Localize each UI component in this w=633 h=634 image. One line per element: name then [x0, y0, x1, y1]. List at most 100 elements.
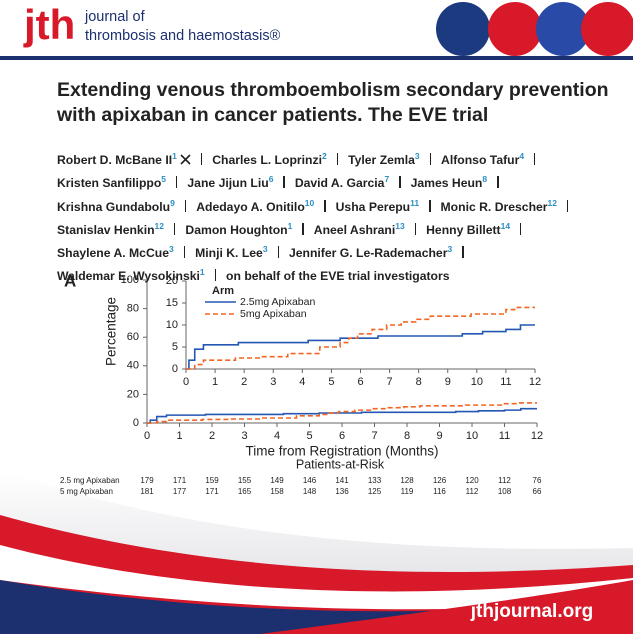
- risk-count: 171: [173, 476, 187, 485]
- x-tick-label: 5: [328, 376, 334, 388]
- author-name: Aneel Ashrani: [313, 222, 396, 237]
- risk-title: Patients-at-Risk: [296, 457, 385, 471]
- journal-name: thrombosis and haemostasis®: [85, 28, 281, 44]
- x-tick-label: 12: [529, 376, 541, 388]
- separator: [174, 222, 176, 235]
- author: Monic R. Drescher12: [441, 198, 557, 214]
- affiliation: 8: [482, 174, 488, 185]
- author: Alfonso Tafur4: [441, 151, 525, 168]
- separator: [429, 199, 431, 212]
- km-line: [186, 324, 535, 370]
- author: Minji K. Lee3: [195, 244, 268, 261]
- author-name: Adedayo A. Onitilo: [196, 199, 305, 214]
- author-name: Shaylene A. McCue: [57, 246, 169, 261]
- author: Adedayo A. Onitilo10: [196, 197, 315, 214]
- separator: [414, 222, 417, 235]
- x-icon: [180, 154, 191, 165]
- affiliation: 3: [447, 244, 453, 255]
- y-tick-label: 20: [166, 275, 178, 287]
- author-line: Stanislav Henkin12 Damon Houghton1 Aneel A…: [57, 217, 578, 240]
- author: Charles L. Loprinzi2: [212, 151, 326, 168]
- x-tick-label: 9: [436, 430, 442, 442]
- author-name: Charles L. Loprinzi: [212, 153, 322, 168]
- x-tick-label: 3: [241, 430, 247, 442]
- circle: [581, 2, 633, 56]
- circle: [488, 2, 542, 56]
- circle: [536, 2, 590, 56]
- author: James Heun8: [410, 174, 488, 191]
- author-line: Waldemar E. Wysokinski1 on behalf of the …: [57, 263, 578, 286]
- author: Jennifer G. Le-Rademacher3: [288, 244, 453, 261]
- separator: [567, 199, 569, 212]
- affiliation: 13: [395, 220, 405, 231]
- author-name: Minji K. Lee: [195, 246, 263, 261]
- risk-count: 148: [303, 487, 317, 496]
- x-tick-label: 11: [499, 430, 510, 442]
- title: Extending venous thromboembolism seconda…: [57, 78, 609, 128]
- risk-count: 76: [533, 476, 542, 485]
- x-tick-label: 0: [183, 376, 189, 388]
- risk-count: 149: [270, 476, 284, 485]
- x-tick-label: 10: [466, 430, 478, 442]
- author-name: Alfonso Tafur: [441, 153, 520, 168]
- risk-count: 136: [335, 487, 349, 496]
- author-name: Henny Billett: [426, 222, 501, 237]
- author: Kristen Sanfilippo5: [57, 174, 166, 191]
- x-tick-label: 1: [212, 376, 218, 388]
- risk-count: 181: [140, 487, 154, 496]
- y-tick-label: 100: [121, 274, 139, 286]
- authors: Robert D. McBane II1 Charles L. Loprinzi2…: [57, 147, 578, 287]
- y-axis-label: Percentage: [104, 297, 119, 366]
- affiliation: 4: [519, 151, 525, 161]
- risk-count: 155: [238, 476, 252, 485]
- risk-count: 112: [466, 487, 479, 496]
- risk-count: 116: [433, 487, 446, 496]
- risk-count: 159: [205, 476, 219, 485]
- separator: [184, 199, 187, 212]
- y-tick-label: 15: [166, 297, 178, 309]
- affiliation: 3: [262, 244, 268, 255]
- risk-count: 112: [498, 476, 511, 485]
- author-name: Tyler Zemla: [348, 153, 415, 168]
- author-name: Stanislav Henkin: [57, 222, 155, 237]
- risk-count: 133: [368, 476, 382, 485]
- author-name: Jennifer G. Le-Rademacher: [288, 246, 448, 261]
- affiliation: 10: [304, 197, 315, 208]
- separator: [200, 153, 203, 166]
- wave-red-lower: [260, 580, 633, 634]
- risk-count: 165: [238, 487, 252, 496]
- x-tick-label: 6: [339, 430, 345, 442]
- risk-count: 179: [140, 476, 154, 485]
- risk-count: 120: [465, 476, 479, 485]
- author-name: Waldemar E. Wysokinski: [57, 269, 200, 284]
- risk-count: 141: [335, 476, 349, 485]
- legend-title: Arm: [212, 285, 234, 297]
- affiliation: 1: [172, 151, 177, 161]
- author-line: Robert D. McBane II1 Charles L. Loprinzi2…: [57, 147, 578, 170]
- author-name: Kristen Sanfilippo: [57, 176, 162, 191]
- x-tick-label: 0: [144, 430, 150, 442]
- risk-count: 146: [303, 476, 317, 485]
- affiliation: 9: [170, 197, 175, 208]
- separator: [277, 246, 279, 259]
- y-tick-label: 0: [133, 417, 139, 429]
- risk-count: 125: [368, 487, 382, 496]
- author-name: Robert D. McBane II: [57, 153, 173, 168]
- author-name: David A. Garcia: [294, 176, 385, 191]
- risk-count: 171: [205, 487, 219, 496]
- separator: [336, 153, 339, 166]
- x-tick-label: 3: [270, 376, 276, 388]
- on-behalf: on behalf of the EVE trial investigators: [226, 269, 450, 284]
- affiliation: 11: [410, 197, 420, 208]
- title-line: with apixaban in cancer patients. The EV…: [57, 104, 489, 126]
- km-line: [147, 407, 537, 424]
- header-rule: [0, 56, 633, 60]
- y-tick-label: 80: [127, 303, 139, 315]
- affiliation: 1: [287, 220, 293, 231]
- separator: [399, 176, 401, 189]
- footer-url: jthjournal.org: [470, 601, 593, 622]
- author-name: James Heun: [410, 176, 483, 191]
- x-tick-label: 4: [274, 430, 280, 442]
- circle: [436, 2, 490, 56]
